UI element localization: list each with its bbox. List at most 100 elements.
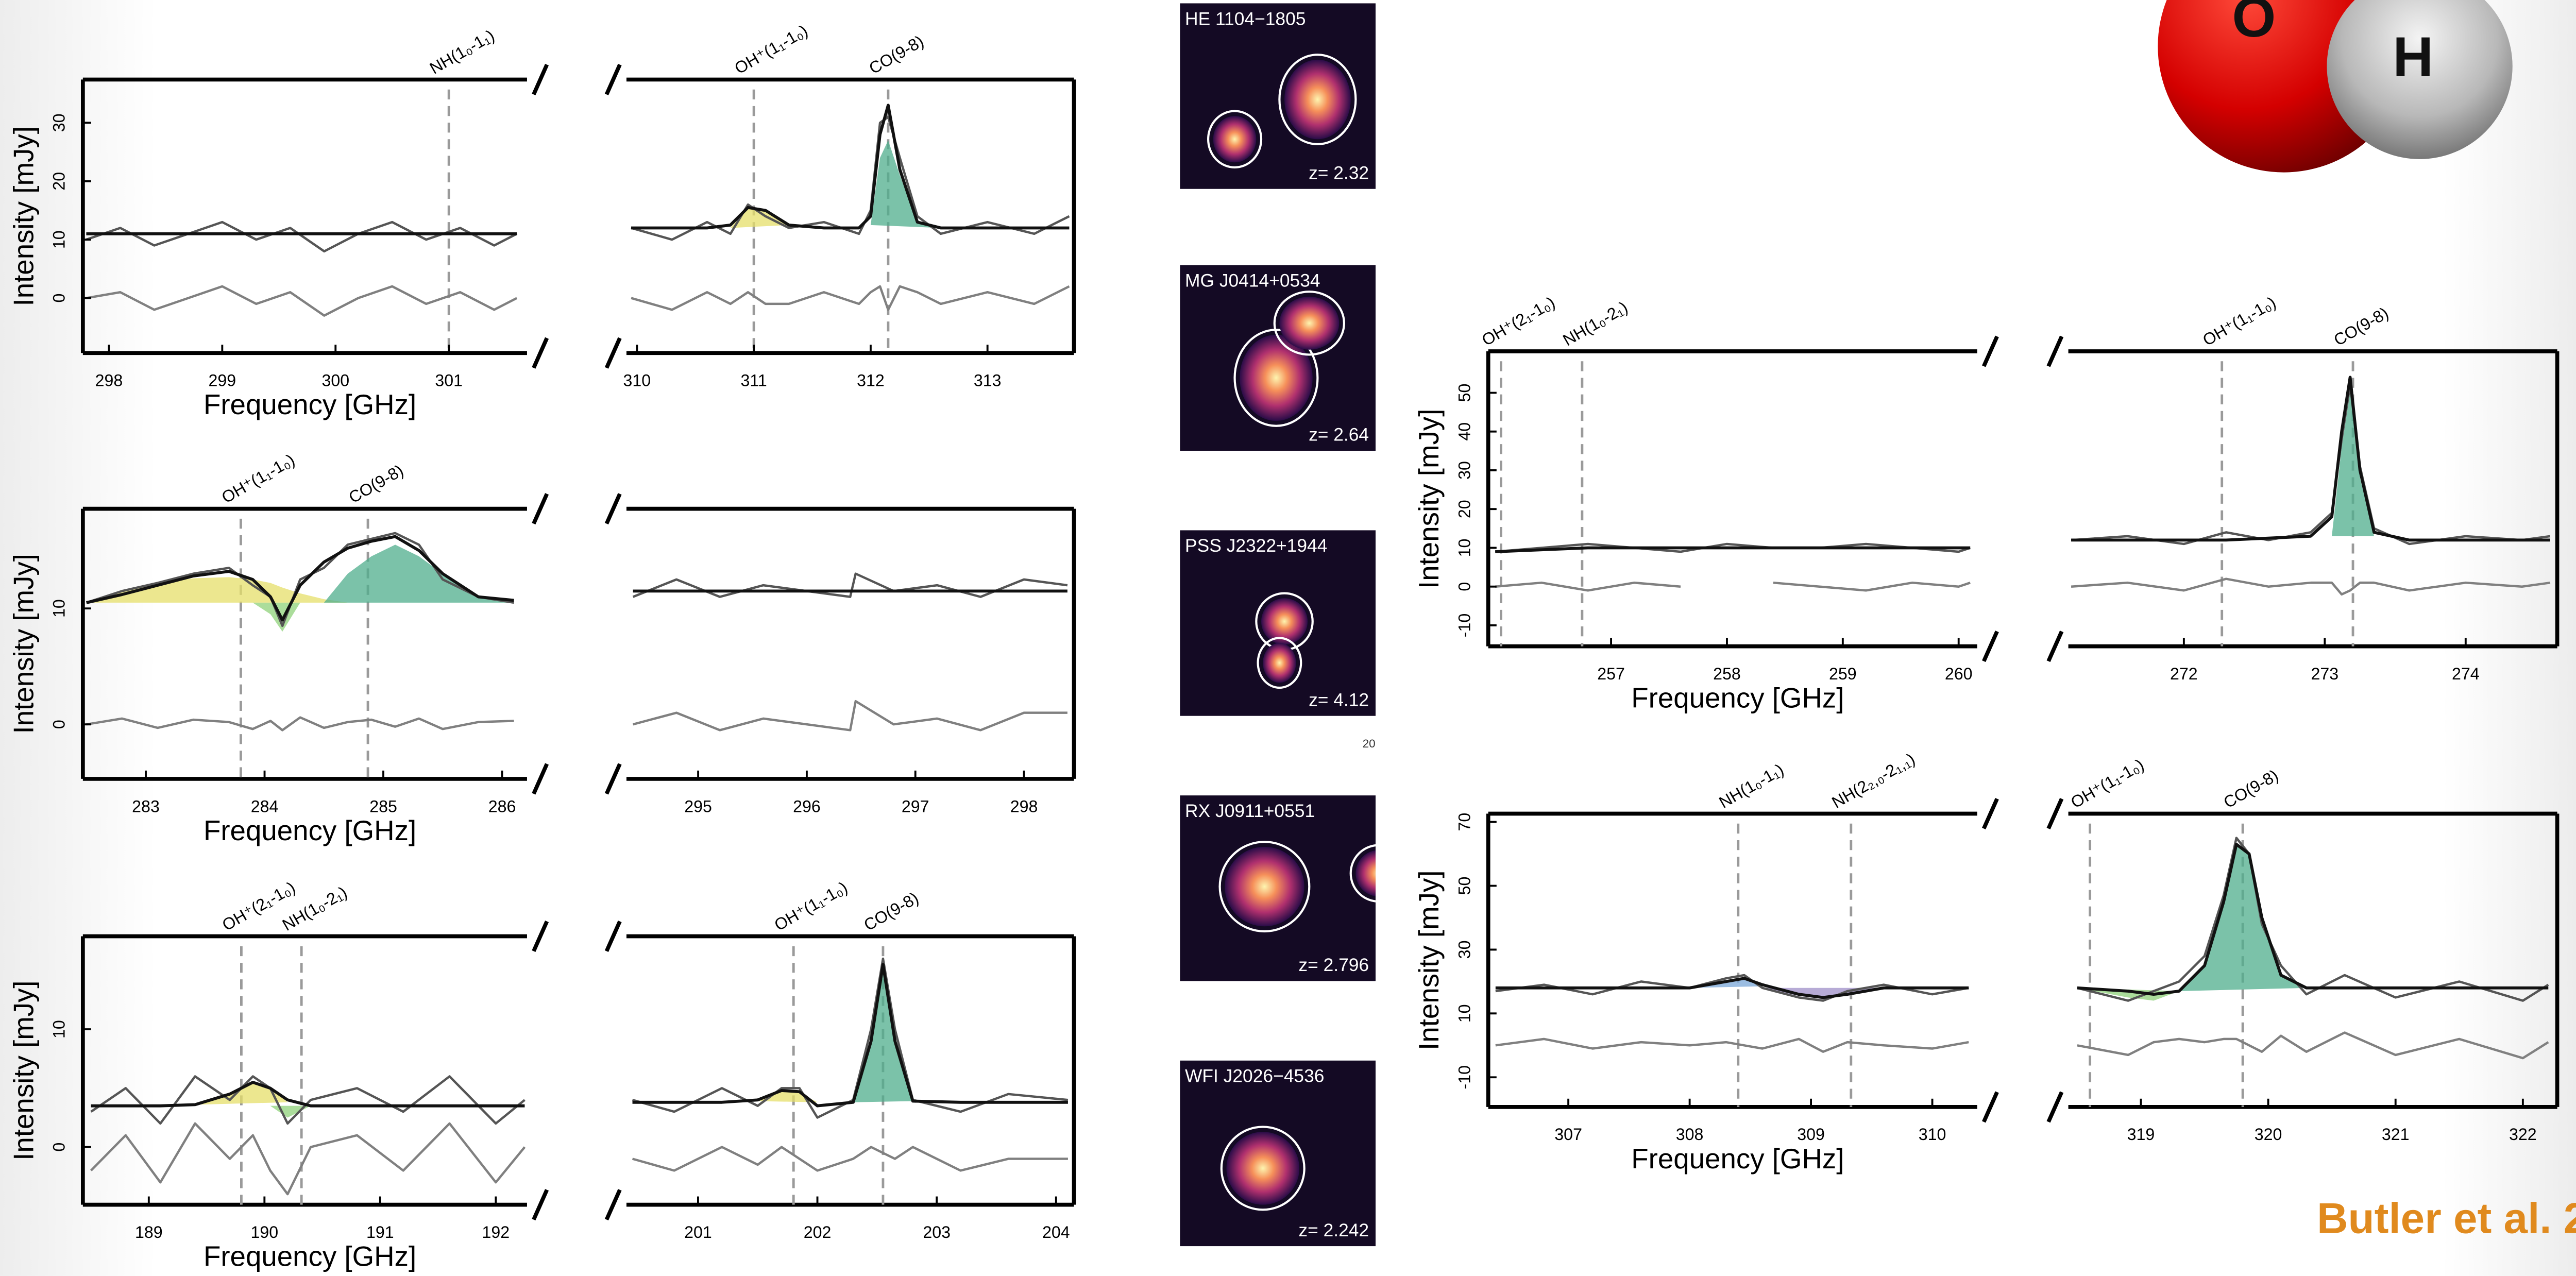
x-tick-label: 284	[251, 797, 279, 815]
x-tick-label: 322	[2509, 1125, 2537, 1144]
axis-break	[2046, 631, 2064, 662]
emission	[1355, 850, 1376, 896]
axis-break	[604, 493, 622, 525]
contour	[1207, 110, 1263, 169]
x-tick-label: 313	[974, 371, 1002, 390]
x-tick-label: 272	[2170, 665, 2198, 683]
source-name: PSS J2322+1944	[1185, 536, 1327, 556]
spectrum-line	[90, 1122, 526, 1196]
spectrum-line	[86, 716, 514, 731]
y-axis-label: Intensity [mJy]	[7, 980, 39, 1160]
spectrum-line	[631, 104, 1070, 230]
spectrum-line	[1495, 581, 1681, 592]
x-tick-label: 260	[1945, 665, 1973, 683]
source-image: PSS J2322+1944 z= 4.12	[1180, 530, 1376, 716]
x-tick-label: 192	[482, 1223, 510, 1241]
x-axis-label: Frequency [GHz]	[1631, 1143, 1844, 1175]
x-tick-label: 310	[1919, 1125, 1946, 1144]
x-tick-label: 273	[2311, 665, 2339, 683]
redshift: z= 2.64	[1309, 425, 1369, 445]
spectrum-line	[86, 220, 518, 253]
y-tick-label: 30	[1455, 941, 1473, 959]
contour	[1273, 291, 1345, 356]
contour	[1278, 54, 1357, 145]
spectrum-panel: 295 296 297 298	[604, 493, 1076, 815]
y-tick-label: 0	[49, 720, 68, 729]
image-content	[1218, 841, 1376, 932]
axis-break	[1982, 335, 1999, 367]
x-tick-label: 319	[2127, 1125, 2155, 1144]
spectrum-line	[633, 700, 1067, 731]
atom-label: H	[2393, 26, 2433, 89]
spectrum-line	[86, 285, 518, 317]
spectrum-line	[86, 535, 514, 622]
component-area	[730, 207, 789, 228]
redshift: z= 2.242	[1298, 1220, 1369, 1240]
image-content	[1255, 592, 1314, 689]
component-area	[757, 1090, 818, 1102]
y-tick-label: 10	[1455, 1004, 1473, 1023]
spectrum-line	[632, 572, 1068, 598]
emission	[1284, 59, 1351, 140]
x-tick-label: 312	[857, 371, 885, 390]
contour	[1257, 637, 1302, 689]
y-tick-label: 20	[49, 172, 68, 191]
source-image: MG J0414+0534 z= 2.64	[1180, 265, 1376, 451]
x-axis-label: Frequency [GHz]	[204, 814, 416, 846]
source-name: MG J0414+0534	[1185, 271, 1320, 291]
redshift: z= 2.796	[1298, 955, 1369, 975]
x-tick-label: 309	[1797, 1125, 1825, 1144]
contour	[1349, 844, 1376, 903]
y-axis-label: Intensity [mJy]	[7, 126, 39, 306]
x-tick-label: 308	[1676, 1125, 1704, 1144]
y-axis-label: Intensity [mJy]	[1413, 409, 1445, 589]
spectrum-line	[2071, 577, 2551, 596]
spectrum-line	[1495, 546, 1971, 553]
atom-label: O	[2232, 0, 2276, 49]
x-tick-label: 311	[741, 371, 767, 390]
x-tick-label: 201	[684, 1223, 712, 1241]
x-tick-label: 298	[1010, 797, 1038, 815]
emission	[1240, 334, 1313, 421]
axis-break	[532, 337, 549, 369]
x-tick-label: 307	[1554, 1125, 1582, 1144]
credit: Butler et al. 2023b	[2317, 1194, 2576, 1242]
x-tick-label: 204	[1042, 1223, 1070, 1241]
axis-break	[1982, 1091, 1999, 1123]
x-tick-label: 190	[250, 1223, 278, 1241]
y-axis-label: Intensity [mJy]	[7, 554, 39, 734]
axis-break	[532, 493, 549, 525]
y-axis-label: Intensity [mJy]	[1413, 870, 1445, 1050]
x-tick-label: 297	[902, 797, 929, 815]
contour	[1220, 1126, 1306, 1211]
x-tick-label: 298	[95, 371, 123, 390]
source-name: WFI J2026−4536	[1185, 1066, 1324, 1086]
axis-break	[2046, 335, 2064, 367]
image-content	[1233, 291, 1345, 427]
x-tick-label: 301	[435, 371, 463, 390]
x-tick-label: 189	[135, 1223, 163, 1241]
y-tick-label: -10	[1455, 614, 1473, 637]
y-tick-label: 10	[49, 1020, 68, 1039]
component-area	[324, 545, 514, 603]
x-tick-label: 191	[366, 1223, 394, 1241]
spectrum-line	[2077, 1031, 2549, 1060]
x-tick-label: 258	[1713, 665, 1741, 683]
axis-break	[1982, 631, 1999, 662]
axis-break	[2046, 797, 2064, 830]
source-name: HE 1104−1805	[1185, 9, 1306, 29]
y-tick-label: 20	[1455, 500, 1473, 518]
y-tick-label: 10	[49, 230, 68, 249]
x-tick-label: 295	[684, 797, 712, 815]
axis-break	[2046, 1091, 2064, 1123]
redshift: z= 2.32	[1309, 163, 1369, 183]
contour	[1218, 841, 1311, 932]
axis-break	[532, 763, 549, 795]
page-number: 20	[1363, 737, 1376, 750]
x-tick-label: 283	[132, 797, 160, 815]
y-tick-label: 10	[1455, 539, 1473, 557]
x-tick-label: 285	[369, 797, 397, 815]
y-tick-label: 0	[49, 1143, 68, 1152]
